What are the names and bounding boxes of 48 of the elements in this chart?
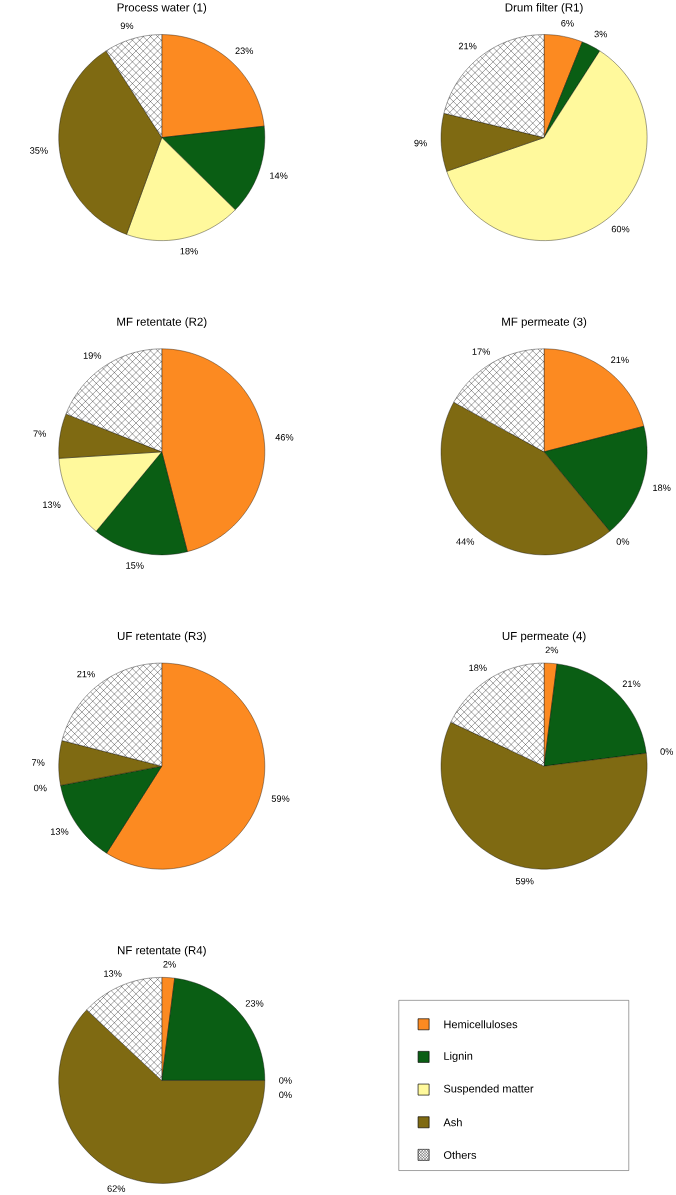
data-label: 59%: [271, 795, 290, 802]
data-label: 19%: [83, 352, 101, 359]
data-label: 3%: [594, 30, 607, 38]
data-label: 35%: [29, 147, 48, 154]
data-label: 23%: [245, 1000, 264, 1007]
text: 0%: [33, 784, 47, 792]
data-label: 13%: [50, 828, 69, 835]
data-label: 9%: [120, 22, 134, 30]
legend-label: Suspended matter: [443, 1084, 534, 1095]
data-label: 21%: [610, 356, 629, 364]
data-label: 21%: [622, 680, 641, 688]
data-label: 21%: [458, 42, 477, 50]
chart-title: Process water (1): [117, 3, 206, 14]
data-label: 2%: [545, 646, 558, 654]
data-label: 23%: [235, 47, 253, 55]
data-label: 14%: [269, 172, 288, 179]
chart-title: UF retentate (R3): [117, 631, 206, 643]
legend-label: Lignin: [444, 1051, 472, 1063]
data-label: 13%: [42, 501, 61, 508]
text: 0%: [278, 1091, 292, 1099]
data-label: 18%: [469, 664, 487, 672]
data-label: 17%: [472, 348, 490, 355]
chart-title: MF retentate (R2): [117, 317, 207, 329]
data-label: 60%: [611, 225, 630, 233]
chart-title: UF permeate (4): [502, 631, 586, 643]
text: 0%: [616, 538, 629, 545]
legend-label: Others: [443, 1150, 476, 1159]
data-label: 59%: [515, 877, 534, 885]
data-label: 44%: [456, 538, 474, 545]
data-label: 13%: [103, 970, 122, 977]
data-label: 15%: [126, 562, 144, 569]
data-label: 7%: [33, 430, 46, 437]
text: 0%: [278, 1077, 292, 1084]
data-label: 18%: [180, 247, 198, 255]
data-label: 9%: [414, 139, 427, 147]
data-label: 7%: [31, 759, 45, 766]
data-label: 2%: [163, 960, 176, 968]
legend-label: Hemicelluloses: [444, 1020, 518, 1029]
data-label: 21%: [77, 670, 95, 678]
data-label: 18%: [652, 484, 671, 492]
data-label: 62%: [107, 1185, 125, 1192]
data-label: 6%: [561, 20, 574, 27]
chart-title: MF permeate (3): [501, 317, 586, 329]
chart-title: NF retentate (R4): [117, 945, 206, 957]
chart-title: Drum filter (R1): [505, 3, 583, 14]
legend-label: Ash: [443, 1118, 462, 1127]
text: 0%: [660, 748, 673, 755]
data-label: 46%: [275, 434, 294, 441]
